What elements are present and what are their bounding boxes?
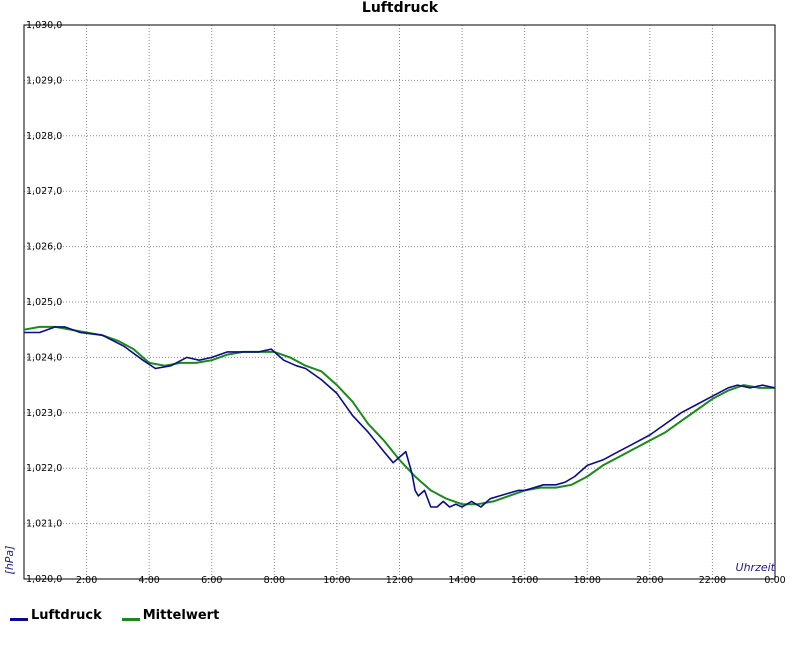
y-tick-label: 1,030,0 [26,20,62,31]
legend-item-luftdruck: Luftdruck [10,608,102,623]
y-axis-label: [hPa] [3,546,16,575]
y-tick-label: 1,024,0 [26,352,62,363]
chart-title: Luftdruck [362,0,439,16]
y-tick-label: 1,021,0 [26,519,62,530]
x-axis-label: Uhrzeit [736,561,776,574]
x-tick-label: 12:00 [386,575,413,586]
legend-label-mittelwert: Mittelwert [142,608,220,623]
series-line-mittelwert [23,325,775,506]
grid [23,24,776,580]
x-tick-label: 4:00 [138,575,159,586]
x-tick-label: 16:00 [511,575,538,586]
y-tick-label: 1,027,0 [26,186,62,197]
legend-item-mittelwert: Mittelwert [121,608,220,623]
y-tick-label: 1,020,0 [26,574,62,585]
series-line-luftdruck [24,326,776,508]
legend: Luftdruck Mittelwert [10,608,219,623]
legend-swatch-mittelwert [121,618,140,621]
x-tick-label: 22:00 [699,575,726,586]
legend-swatch-luftdruck [10,618,28,621]
y-tick-label: 1,025,0 [26,297,62,308]
x-axis-ticks: 2:00 4:00 6:00 8:00 10:00 12:00 14:00 16:00 18:0… [76,575,786,586]
x-tick-label: 6:00 [201,575,222,586]
x-tick-label: 2:00 [76,575,97,586]
y-axis-ticks: 1,020,0 1,021,0 1,022,0 1,023,0 1,024,0 1,025… [26,20,62,585]
x-tick-label: 8:00 [264,575,285,586]
y-tick-label: 1,028,0 [26,131,62,142]
plot-frame [23,24,776,580]
y-tick-label: 1,029,0 [26,75,62,86]
x-tick-label: 10:00 [323,575,350,586]
y-tick-label: 1,022,0 [26,463,62,474]
x-tick-label: 18:00 [574,575,601,586]
x-tick-label: 0:00 [764,575,785,586]
series-lines [23,325,776,508]
x-tick-label: 20:00 [636,575,663,586]
y-tick-label: 1,026,0 [26,242,62,253]
y-tick-label: 1,023,0 [26,408,62,419]
legend-label-luftdruck: Luftdruck [31,608,102,623]
x-tick-label: 14:00 [448,575,475,586]
